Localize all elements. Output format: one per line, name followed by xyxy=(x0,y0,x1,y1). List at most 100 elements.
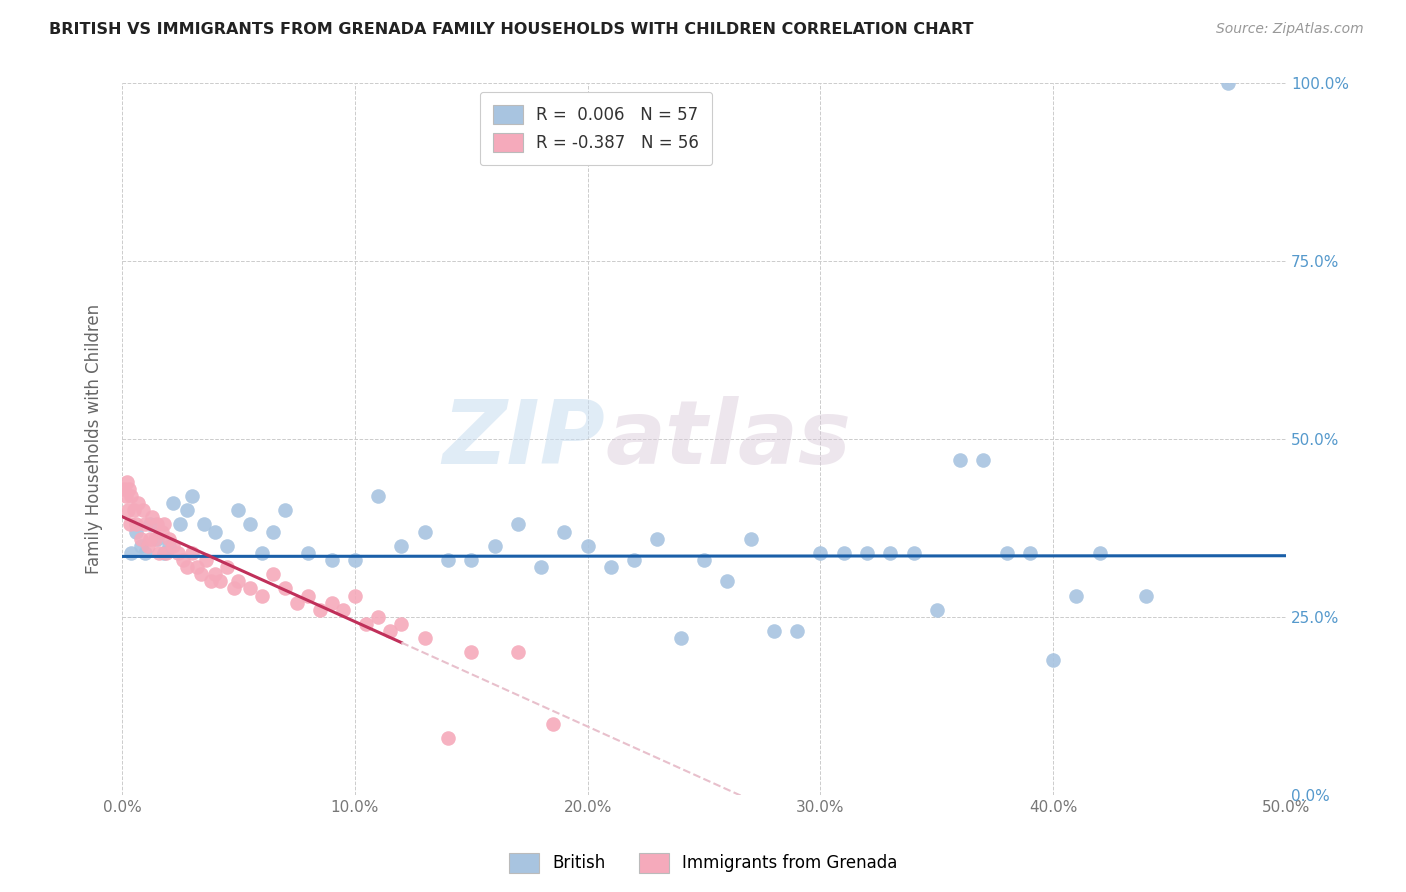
Point xyxy=(274,503,297,517)
Point xyxy=(297,589,319,603)
Point xyxy=(139,517,162,532)
Point xyxy=(1066,589,1088,603)
Point xyxy=(786,624,808,639)
Point xyxy=(413,631,436,645)
Point xyxy=(972,453,994,467)
Point xyxy=(125,524,148,539)
Point xyxy=(157,539,180,553)
Point xyxy=(167,546,190,560)
Point xyxy=(332,603,354,617)
Point xyxy=(484,539,506,553)
Point xyxy=(669,631,692,645)
Text: atlas: atlas xyxy=(605,395,851,483)
Point xyxy=(321,553,343,567)
Point xyxy=(367,610,389,624)
Point xyxy=(122,503,145,517)
Point xyxy=(250,589,273,603)
Point xyxy=(129,532,152,546)
Point xyxy=(553,524,575,539)
Point xyxy=(148,546,170,560)
Point xyxy=(180,489,202,503)
Point xyxy=(716,574,738,589)
Text: ZIP: ZIP xyxy=(443,395,605,483)
Point xyxy=(623,553,645,567)
Point xyxy=(1042,652,1064,666)
Point xyxy=(155,546,177,560)
Point xyxy=(146,532,169,546)
Point xyxy=(378,624,401,639)
Point xyxy=(995,546,1018,560)
Point xyxy=(215,539,238,553)
Point xyxy=(204,524,226,539)
Point xyxy=(576,539,599,553)
Point xyxy=(356,617,378,632)
Point xyxy=(389,617,412,632)
Point xyxy=(343,589,366,603)
Point xyxy=(193,517,215,532)
Point xyxy=(117,503,139,517)
Point xyxy=(1088,546,1111,560)
Point xyxy=(949,453,972,467)
Point xyxy=(146,517,169,532)
Point xyxy=(808,546,831,560)
Point xyxy=(186,560,208,574)
Point xyxy=(118,482,141,496)
Point xyxy=(228,503,250,517)
Point xyxy=(1019,546,1042,560)
Point xyxy=(285,596,308,610)
Point xyxy=(134,546,156,560)
Point xyxy=(856,546,879,560)
Point xyxy=(343,553,366,567)
Point xyxy=(136,539,159,553)
Point xyxy=(262,567,284,582)
Point xyxy=(222,582,245,596)
Point xyxy=(143,532,166,546)
Point xyxy=(599,560,621,574)
Point xyxy=(274,582,297,596)
Y-axis label: Family Households with Children: Family Households with Children xyxy=(86,304,103,574)
Point xyxy=(1135,589,1157,603)
Point xyxy=(134,517,156,532)
Point xyxy=(120,489,142,503)
Point xyxy=(157,532,180,546)
Point xyxy=(139,532,162,546)
Point xyxy=(239,517,262,532)
Point xyxy=(176,503,198,517)
Point xyxy=(172,553,194,567)
Point xyxy=(120,517,142,532)
Point xyxy=(460,553,482,567)
Point xyxy=(389,539,412,553)
Point xyxy=(129,539,152,553)
Point xyxy=(120,546,142,560)
Point xyxy=(879,546,901,560)
Point xyxy=(460,645,482,659)
Legend: British, Immigrants from Grenada: British, Immigrants from Grenada xyxy=(502,847,904,880)
Point xyxy=(762,624,785,639)
Point xyxy=(141,510,163,524)
Point xyxy=(162,496,184,510)
Point xyxy=(367,489,389,503)
Point xyxy=(437,553,460,567)
Point xyxy=(150,524,173,539)
Point xyxy=(200,574,222,589)
Point xyxy=(541,716,564,731)
Point xyxy=(437,731,460,745)
Point xyxy=(239,582,262,596)
Point xyxy=(162,539,184,553)
Point xyxy=(693,553,716,567)
Point xyxy=(215,560,238,574)
Point xyxy=(204,567,226,582)
Point xyxy=(194,553,217,567)
Point xyxy=(127,496,149,510)
Legend: R =  0.006   N = 57, R = -0.387   N = 56: R = 0.006 N = 57, R = -0.387 N = 56 xyxy=(479,92,713,165)
Point xyxy=(115,475,138,489)
Point xyxy=(208,574,231,589)
Point xyxy=(125,517,148,532)
Point xyxy=(1216,77,1239,91)
Point xyxy=(647,532,669,546)
Point xyxy=(169,517,191,532)
Point xyxy=(413,524,436,539)
Point xyxy=(832,546,855,560)
Point xyxy=(112,482,135,496)
Point xyxy=(506,517,529,532)
